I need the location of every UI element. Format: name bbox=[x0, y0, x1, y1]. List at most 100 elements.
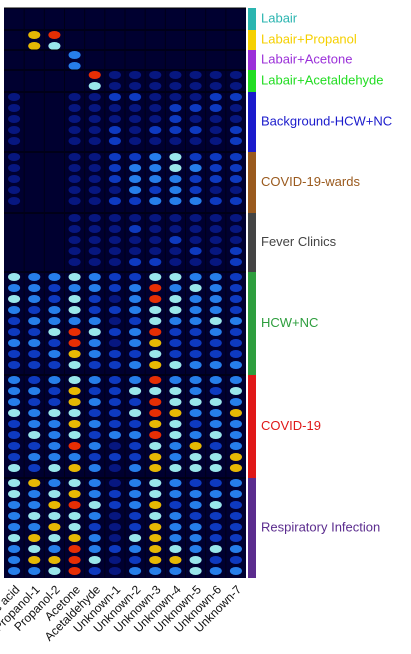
group-color-bar bbox=[248, 92, 256, 152]
heatmap-spot bbox=[68, 258, 81, 266]
heatmap-spot bbox=[189, 501, 202, 509]
heatmap-spot bbox=[209, 398, 222, 406]
heatmap-spot bbox=[229, 258, 242, 266]
heatmap-spot bbox=[229, 534, 242, 542]
heatmap-spot bbox=[169, 545, 182, 553]
heatmap-spot bbox=[88, 512, 101, 520]
heatmap-spot bbox=[209, 567, 222, 575]
heatmap-spot bbox=[129, 479, 142, 487]
heatmap-spot bbox=[48, 420, 61, 428]
heatmap-spot bbox=[209, 501, 222, 509]
heatmap-spot bbox=[189, 247, 202, 255]
heatmap-spot bbox=[129, 247, 142, 255]
heatmap-spot bbox=[48, 339, 61, 347]
heatmap-spot bbox=[108, 317, 121, 325]
heatmap-spot bbox=[28, 361, 41, 369]
heatmap-spot bbox=[149, 567, 162, 575]
heatmap-spot bbox=[68, 501, 81, 509]
heatmap-spot bbox=[229, 420, 242, 428]
heatmap-spot bbox=[229, 387, 242, 395]
heatmap-spot bbox=[229, 197, 242, 205]
heatmap-spot bbox=[209, 186, 222, 194]
heatmap-spot bbox=[28, 431, 41, 439]
heatmap-spot bbox=[209, 197, 222, 205]
heatmap-spot bbox=[68, 431, 81, 439]
heatmap-spot bbox=[8, 104, 21, 112]
heatmap-spot bbox=[229, 137, 242, 145]
heatmap-spot bbox=[229, 567, 242, 575]
heatmap-spot bbox=[169, 317, 182, 325]
heatmap-spot bbox=[88, 523, 101, 531]
heatmap-spot bbox=[129, 214, 142, 222]
heatmap-spot bbox=[169, 376, 182, 384]
heatmap-spot bbox=[229, 398, 242, 406]
heatmap-spot bbox=[169, 464, 182, 472]
heatmap-spot bbox=[88, 534, 101, 542]
heatmap-spot bbox=[48, 442, 61, 450]
heatmap-spot bbox=[108, 350, 121, 358]
heatmap-spot bbox=[8, 115, 21, 123]
heatmap-spot bbox=[229, 501, 242, 509]
heatmap-spot bbox=[88, 197, 101, 205]
heatmap-spot bbox=[169, 186, 182, 194]
heatmap-spot bbox=[209, 361, 222, 369]
heatmap-spot bbox=[169, 479, 182, 487]
heatmap-spot bbox=[229, 273, 242, 281]
heatmap-spot bbox=[48, 295, 61, 303]
heatmap-spot bbox=[28, 284, 41, 292]
heatmap-spot bbox=[149, 339, 162, 347]
heatmap-spot bbox=[189, 306, 202, 314]
heatmap-spot bbox=[108, 512, 121, 520]
heatmap-spot bbox=[209, 104, 222, 112]
heatmap-spot bbox=[189, 126, 202, 134]
heatmap-spot bbox=[68, 523, 81, 531]
heatmap-spot bbox=[209, 523, 222, 531]
heatmap-spot bbox=[88, 501, 101, 509]
heatmap-spot bbox=[68, 247, 81, 255]
heatmap-spot bbox=[68, 339, 81, 347]
heatmap-spot bbox=[189, 567, 202, 575]
heatmap-spot bbox=[88, 567, 101, 575]
heatmap-spot bbox=[8, 479, 21, 487]
heatmap-spot bbox=[189, 409, 202, 417]
group-color-bar bbox=[248, 478, 256, 578]
heatmap-spot bbox=[88, 93, 101, 101]
heatmap-spot bbox=[149, 306, 162, 314]
heatmap-spot bbox=[88, 247, 101, 255]
heatmap-spot bbox=[189, 164, 202, 172]
heatmap-spot bbox=[149, 545, 162, 553]
heatmap-spot bbox=[169, 387, 182, 395]
heatmap-spot bbox=[88, 490, 101, 498]
heatmap-spot bbox=[149, 317, 162, 325]
heatmap-spot bbox=[129, 376, 142, 384]
heatmap-spot bbox=[8, 453, 21, 461]
heatmap-spot bbox=[189, 479, 202, 487]
heatmap-spot bbox=[149, 126, 162, 134]
heatmap-spot bbox=[149, 214, 162, 222]
heatmap-spot bbox=[88, 442, 101, 450]
heatmap-spot bbox=[68, 51, 81, 59]
heatmap-spot bbox=[189, 115, 202, 123]
heatmap-spot bbox=[28, 328, 41, 336]
heatmap-spot bbox=[108, 501, 121, 509]
heatmap-spot bbox=[169, 431, 182, 439]
heatmap-spot bbox=[68, 409, 81, 417]
heatmap-spot bbox=[108, 567, 121, 575]
heatmap-spot bbox=[28, 453, 41, 461]
group-color-bar bbox=[248, 152, 256, 213]
heatmap-spot bbox=[48, 317, 61, 325]
heatmap-spot bbox=[108, 556, 121, 564]
heatmap-spot bbox=[189, 350, 202, 358]
heatmap-spot bbox=[68, 398, 81, 406]
heatmap-spot bbox=[48, 431, 61, 439]
heatmap-spot bbox=[108, 71, 121, 79]
heatmap-spot bbox=[149, 186, 162, 194]
heatmap-spot bbox=[149, 431, 162, 439]
heatmap-spot bbox=[209, 258, 222, 266]
group-label: Respiratory Infection bbox=[261, 519, 380, 534]
heatmap-spot bbox=[209, 236, 222, 244]
heatmap-spot bbox=[88, 186, 101, 194]
heatmap-spot bbox=[209, 545, 222, 553]
heatmap-spot bbox=[189, 376, 202, 384]
